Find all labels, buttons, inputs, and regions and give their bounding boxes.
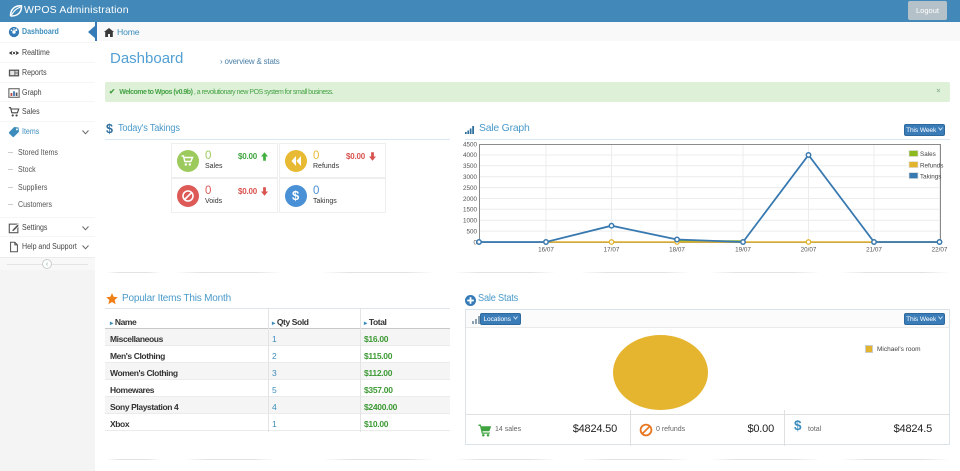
svg-text:22/07: 22/07 [932, 247, 948, 254]
svg-text:4000: 4000 [463, 152, 478, 159]
svg-text:20/07: 20/07 [801, 247, 817, 254]
svg-text:1000: 1000 [463, 218, 478, 225]
svg-text:$: $ [106, 122, 113, 135]
svg-text:1500: 1500 [463, 207, 478, 214]
svg-text:21/07: 21/07 [866, 247, 882, 254]
svg-text:2500: 2500 [463, 185, 478, 192]
svg-text:3500: 3500 [463, 163, 478, 170]
svg-text:4500: 4500 [463, 141, 478, 148]
svg-text:16/07: 16/07 [538, 247, 554, 254]
svg-text:Sales: Sales [920, 151, 936, 158]
svg-text:500: 500 [466, 228, 477, 235]
svg-text:19/07: 19/07 [735, 247, 751, 254]
svg-text:Refunds: Refunds [920, 162, 943, 169]
svg-text:Takings: Takings [920, 173, 941, 180]
svg-text:3000: 3000 [463, 174, 478, 181]
svg-text:18/07: 18/07 [669, 247, 685, 254]
svg-text:2000: 2000 [463, 196, 478, 203]
svg-text:17/07: 17/07 [604, 247, 620, 254]
svg-text:0: 0 [473, 239, 477, 246]
